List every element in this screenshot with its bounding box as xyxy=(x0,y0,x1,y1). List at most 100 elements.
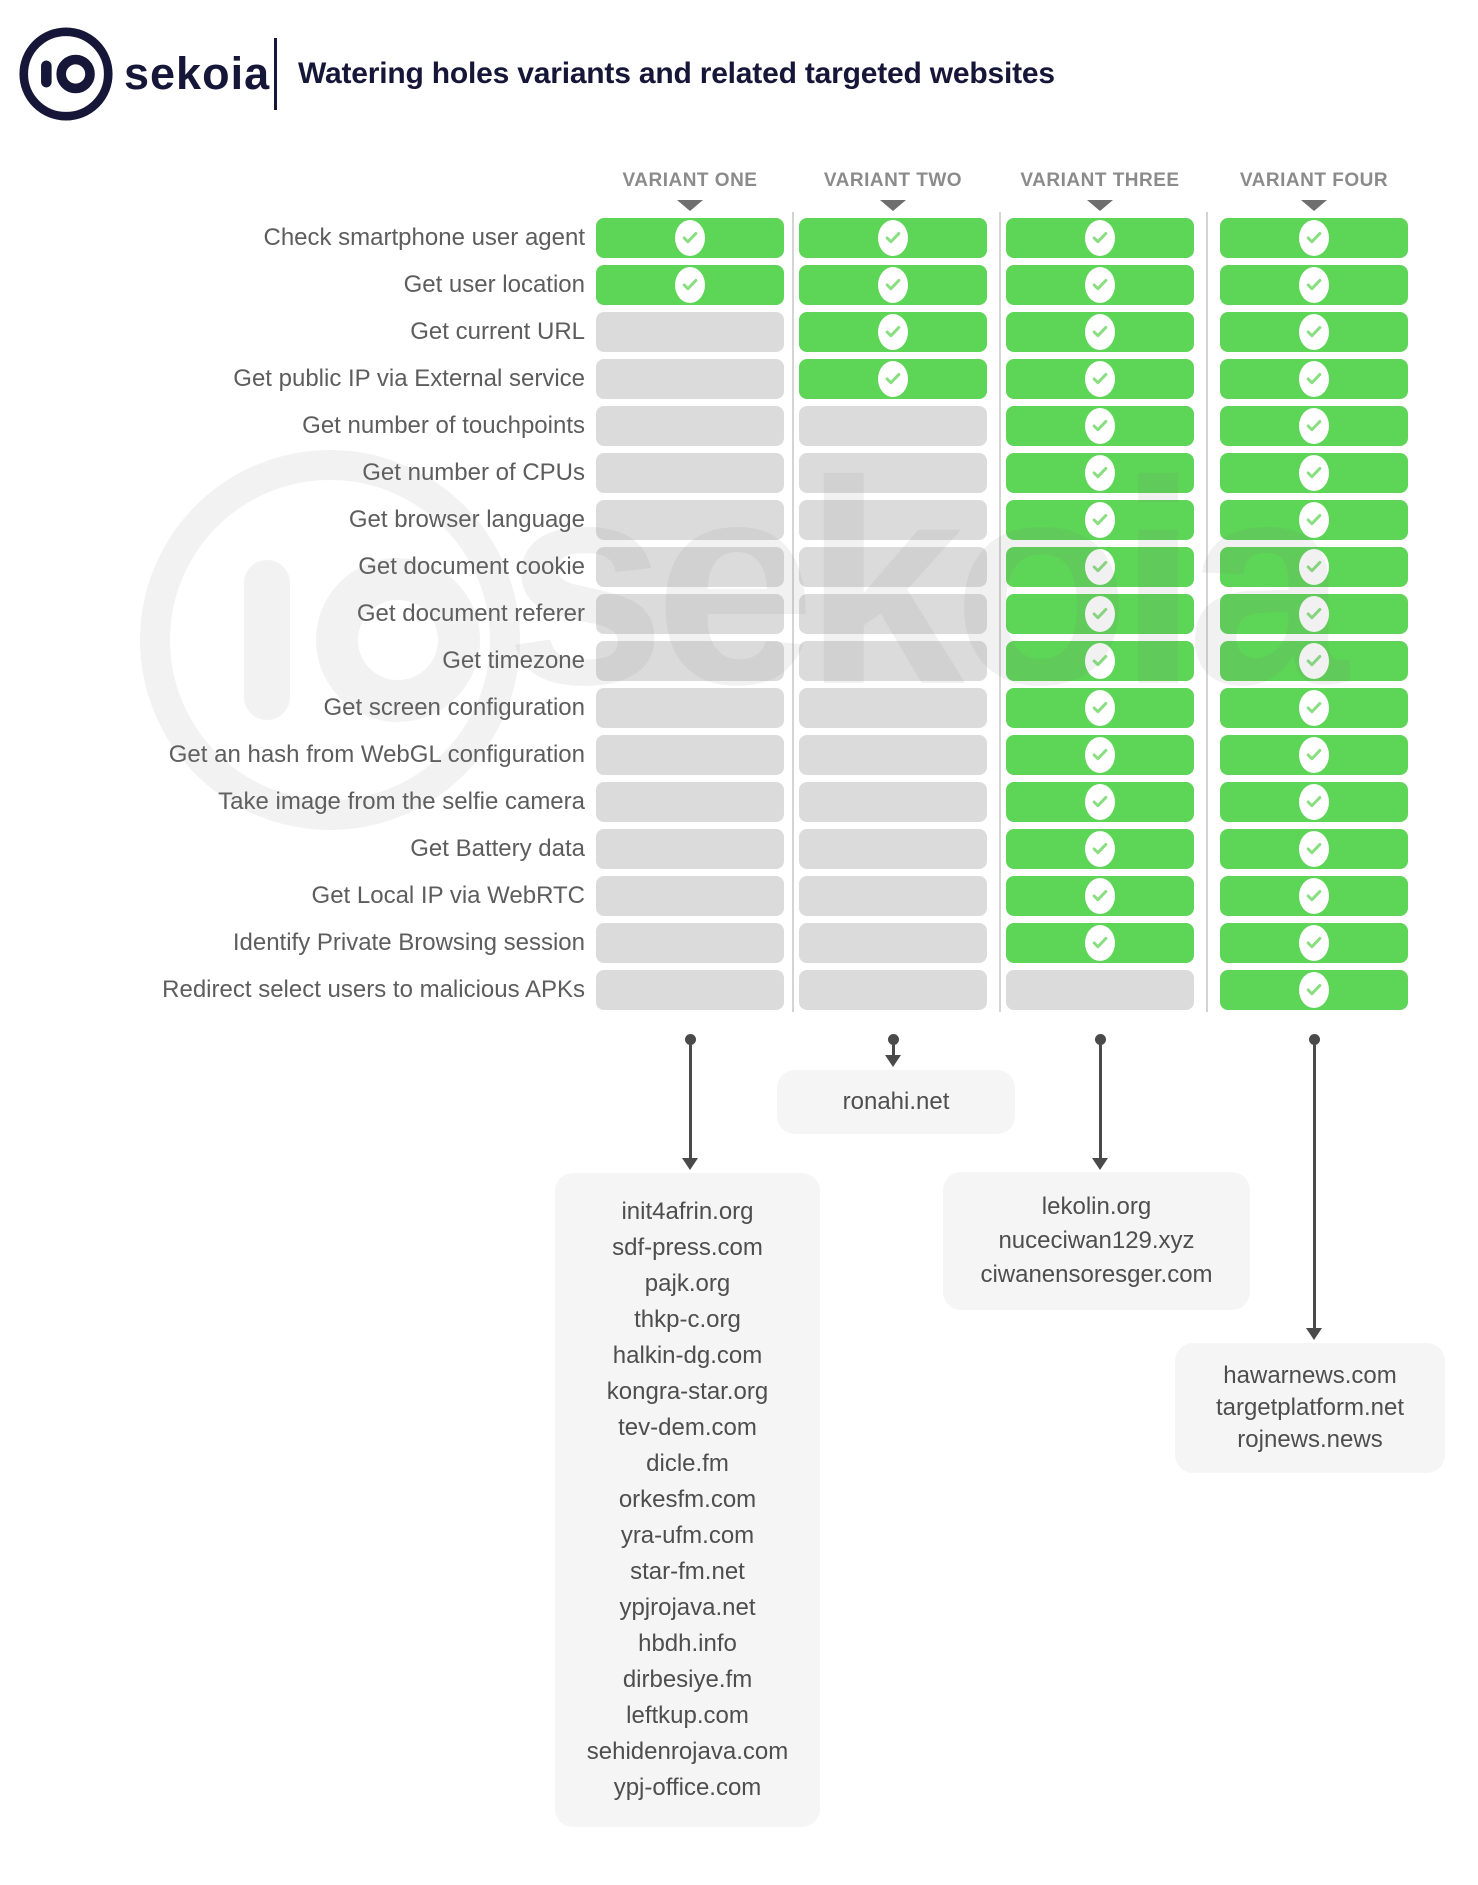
arrow-down-icon xyxy=(682,1158,698,1170)
check-cell xyxy=(1220,876,1408,916)
arrow-line xyxy=(891,1042,895,1057)
targeted-site: hbdh.info xyxy=(638,1630,737,1657)
empty-cell xyxy=(596,406,784,446)
check-cell xyxy=(1006,359,1194,399)
check-icon xyxy=(1085,737,1115,773)
check-icon xyxy=(1299,596,1329,632)
check-icon xyxy=(675,267,705,303)
check-icon xyxy=(1299,361,1329,397)
check-cell xyxy=(799,312,987,352)
empty-cell xyxy=(1006,970,1194,1010)
check-icon xyxy=(675,220,705,256)
caret-down-icon xyxy=(1301,200,1327,211)
row-label: Get document referer xyxy=(356,600,585,627)
empty-cell xyxy=(596,641,784,681)
empty-cell xyxy=(799,594,987,634)
empty-cell xyxy=(596,453,784,493)
empty-cell xyxy=(596,735,784,775)
brand-wordmark: sekoia xyxy=(124,48,271,99)
check-cell xyxy=(1220,735,1408,775)
check-cell xyxy=(1220,594,1408,634)
empty-cell xyxy=(799,735,987,775)
check-cell xyxy=(1006,641,1194,681)
check-icon xyxy=(1299,314,1329,350)
check-icon xyxy=(1299,549,1329,585)
check-cell xyxy=(1006,829,1194,869)
check-cell xyxy=(1006,782,1194,822)
check-cell xyxy=(1006,547,1194,587)
empty-cell xyxy=(596,547,784,587)
targeted-site: halkin-dg.com xyxy=(612,1342,763,1369)
check-icon xyxy=(1299,455,1329,491)
check-cell xyxy=(1220,688,1408,728)
check-cell xyxy=(1006,265,1194,305)
check-cell xyxy=(1006,406,1194,446)
check-icon xyxy=(1085,878,1115,914)
empty-cell xyxy=(596,312,784,352)
check-cell xyxy=(1220,970,1408,1010)
check-cell xyxy=(1220,829,1408,869)
check-icon xyxy=(1085,408,1115,444)
empty-cell xyxy=(799,970,987,1010)
empty-cell xyxy=(799,829,987,869)
targeted-site: thkp-c.org xyxy=(634,1306,741,1333)
check-icon xyxy=(878,267,908,303)
empty-cell xyxy=(596,359,784,399)
check-icon xyxy=(1085,455,1115,491)
arrow-dot xyxy=(1094,1034,1106,1045)
check-icon xyxy=(1299,643,1329,679)
check-icon xyxy=(1085,502,1115,538)
empty-cell xyxy=(799,547,987,587)
site-box-variant-2: ronahi.net xyxy=(777,1070,1015,1134)
targeted-site: sdf-press.com xyxy=(612,1234,763,1261)
column-divider xyxy=(1206,212,1208,1012)
targeted-site: rojnews.news xyxy=(1237,1426,1383,1453)
targeted-site: kongra-star.org xyxy=(606,1378,769,1405)
arrow-down-icon xyxy=(1092,1158,1108,1170)
check-icon xyxy=(1085,314,1115,350)
targeted-site: dicle.fm xyxy=(646,1450,729,1477)
empty-cell xyxy=(596,829,784,869)
empty-cell xyxy=(799,500,987,540)
empty-cell xyxy=(596,782,784,822)
column-divider xyxy=(999,212,1001,1012)
check-icon xyxy=(1085,831,1115,867)
column-header-4: VARIANT FOUR xyxy=(1239,170,1389,191)
row-label: Get Local IP via WebRTC xyxy=(311,882,585,909)
empty-cell xyxy=(799,641,987,681)
column-header-1: VARIANT ONE xyxy=(622,170,758,191)
check-icon xyxy=(1085,784,1115,820)
check-cell xyxy=(1006,923,1194,963)
row-label: Redirect select users to malicious APKs xyxy=(162,976,585,1003)
empty-cell xyxy=(799,782,987,822)
arrow-down-icon xyxy=(885,1055,901,1067)
row-label: Get an hash from WebGL configuration xyxy=(168,741,585,768)
check-cell xyxy=(1220,218,1408,258)
targeted-site: ronahi.net xyxy=(842,1088,950,1115)
targeted-site: ypj-office.com xyxy=(613,1774,762,1801)
check-icon xyxy=(1299,267,1329,303)
check-icon xyxy=(1085,596,1115,632)
empty-cell xyxy=(799,453,987,493)
empty-cell xyxy=(596,876,784,916)
row-label: Take image from the selfie camera xyxy=(218,788,585,815)
check-cell xyxy=(596,265,784,305)
check-cell xyxy=(1006,688,1194,728)
row-label: Get public IP via External service xyxy=(233,365,585,392)
check-icon xyxy=(1085,361,1115,397)
row-label: Check smartphone user agent xyxy=(263,224,585,251)
check-cell xyxy=(1006,594,1194,634)
targeted-site: targetplatform.net xyxy=(1215,1394,1405,1421)
targeted-site: ypjrojava.net xyxy=(619,1594,756,1621)
check-icon xyxy=(1299,972,1329,1008)
targeted-site: yra-ufm.com xyxy=(620,1522,755,1549)
check-icon xyxy=(1299,502,1329,538)
arrow-dot xyxy=(1308,1034,1320,1045)
check-icon xyxy=(1299,925,1329,961)
targeted-site: tev-dem.com xyxy=(618,1414,757,1441)
row-label: Get number of touchpoints xyxy=(302,412,585,439)
targeted-site: leftkup.com xyxy=(626,1702,749,1729)
check-icon xyxy=(1299,831,1329,867)
empty-cell xyxy=(596,923,784,963)
